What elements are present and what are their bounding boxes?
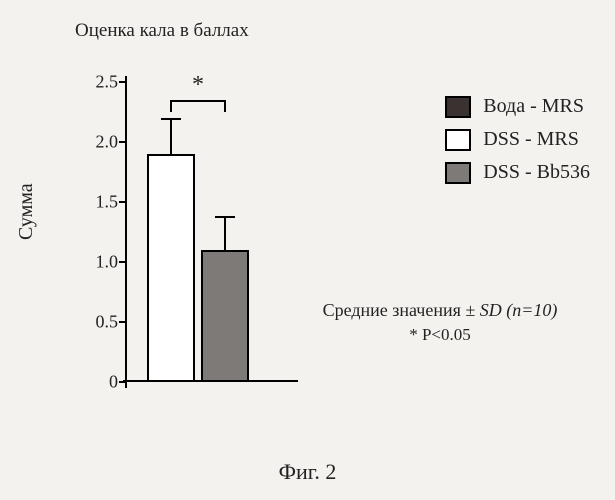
y-tick-label: 1.5	[70, 192, 118, 213]
errorbar-cap-dss_mrs	[161, 118, 181, 120]
errorbar-dss_bb536	[224, 216, 226, 250]
stats-means-suffix: ± SD (n=10)	[465, 300, 557, 320]
legend-label: DSS - MRS	[483, 128, 579, 151]
y-tick	[119, 321, 125, 323]
y-tick-label: 2.0	[70, 132, 118, 153]
y-tick	[119, 81, 125, 83]
y-tick	[119, 381, 125, 383]
y-tick	[119, 141, 125, 143]
legend-item: DSS - MRS	[445, 128, 590, 151]
errorbar-dss_mrs	[170, 118, 172, 154]
y-tick-label: 0.5	[70, 312, 118, 333]
y-tick-label: 1.0	[70, 252, 118, 273]
legend-label: Вода - MRS	[483, 95, 584, 118]
stats-pval: P<0.05	[422, 325, 471, 344]
significance-bracket-drop	[170, 100, 172, 112]
figure-caption: Фиг. 2	[0, 459, 615, 485]
legend-label: DSS - Bb536	[483, 161, 590, 184]
stats-text: Средние значения ± SD (n=10) * P<0.05	[290, 300, 590, 345]
y-tick-label: 0	[70, 372, 118, 393]
stats-pval-prefix: *	[409, 325, 422, 344]
errorbar-cap-dss_bb536	[215, 216, 235, 218]
legend-item: DSS - Bb536	[445, 161, 590, 184]
bar-dss_bb536	[201, 250, 249, 382]
chart-area: * 00.51.01.52.02.5	[70, 82, 290, 412]
y-tick	[119, 261, 125, 263]
bar-chart-plot: *	[125, 82, 285, 382]
significance-bracket-drop	[224, 100, 226, 112]
bar-dss_mrs	[147, 154, 195, 382]
legend-swatch	[445, 96, 471, 118]
y-tick-label: 2.5	[70, 72, 118, 93]
legend: Вода - MRS DSS - MRS DSS - Bb536	[445, 95, 590, 194]
legend-swatch	[445, 162, 471, 184]
y-tick	[119, 201, 125, 203]
stats-means-prefix: Средние значения	[323, 300, 466, 320]
significance-star: *	[192, 72, 204, 99]
legend-swatch	[445, 129, 471, 151]
significance-bracket	[170, 100, 226, 102]
chart-title: Оценка кала в баллах	[75, 20, 249, 42]
legend-item: Вода - MRS	[445, 95, 590, 118]
y-axis-label: Сумма	[15, 183, 38, 240]
y-axis	[125, 76, 127, 388]
